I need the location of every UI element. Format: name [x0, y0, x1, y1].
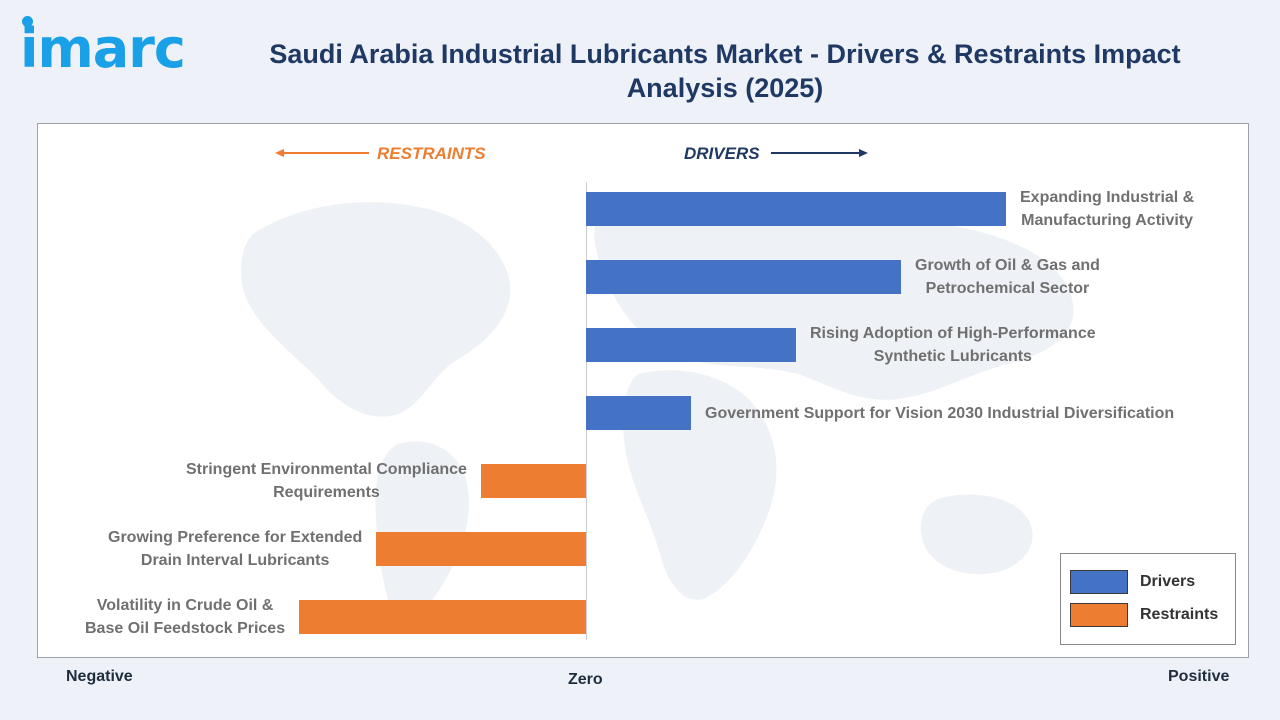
bar-label-line: Expanding Industrial & — [1020, 189, 1195, 206]
driver-bar-3 — [586, 328, 796, 362]
restraint-bar-6 — [376, 532, 586, 566]
legend-item-drivers: Drivers — [1070, 570, 1195, 594]
drivers-arrow-icon — [771, 149, 868, 157]
legend-swatch-drivers — [1070, 570, 1128, 594]
drivers-direction-label: DRIVERS — [684, 144, 760, 163]
bar-label-line: Growing Preference for Extended — [108, 529, 363, 546]
legend-label-restraints: Restraints — [1140, 606, 1219, 623]
logo-dot — [22, 16, 33, 27]
legend-swatch-restraints — [1070, 603, 1128, 627]
legend-label-drivers: Drivers — [1140, 573, 1196, 590]
bar-label-line: Volatility in Crude Oil & — [96, 597, 274, 614]
bar-label-line: Rising Adoption of High-Performance — [810, 325, 1096, 342]
chart-legend: Drivers Restraints — [1060, 553, 1236, 645]
axis-zero-label: Zero — [568, 671, 603, 688]
driver-label-3: Rising Adoption of High-Performance Synth… — [810, 322, 1096, 368]
restraint-label-7: Volatility in Crude Oil & Base Oil Feedst… — [85, 594, 285, 640]
bar-label-line: Manufacturing Activity — [1021, 212, 1194, 230]
driver-label-2: Growth of Oil & Gas and Petrochemical Sec… — [915, 254, 1100, 300]
driver-bar-4 — [586, 396, 691, 430]
axis-negative-label: Negative — [66, 668, 133, 685]
bar-label-line: Government Support for Vision 2030 Indus… — [705, 404, 1175, 422]
legend-item-restraints: Restraints — [1070, 603, 1218, 627]
restraint-label-6: Growing Preference for Extended Drain Int… — [108, 526, 362, 572]
bar-label-line: Requirements — [273, 484, 380, 502]
restraints-direction-label: RESTRAINTS — [377, 144, 486, 163]
map-south-america — [375, 441, 469, 622]
map-north-america — [241, 202, 511, 417]
logo-text: imarc — [20, 17, 186, 80]
driver-label-4: Government Support for Vision 2030 Indus… — [705, 402, 1174, 425]
bar-label-line: Petrochemical Sector — [925, 280, 1090, 298]
chart-title: Saudi Arabia Industrial Lubricants Marke… — [269, 39, 1181, 103]
driver-bar-1 — [586, 192, 1006, 226]
bar-label-line: Growth of Oil & Gas and — [915, 257, 1100, 274]
restraints-arrow-icon — [275, 149, 369, 157]
bar-label-line: Stringent Environmental Compliance — [186, 461, 467, 478]
map-australia — [920, 494, 1033, 575]
restraint-bar-5 — [481, 464, 586, 498]
restraint-bar-7 — [299, 600, 586, 634]
restraint-label-5: Stringent Environmental Compliance Requir… — [186, 458, 467, 504]
driver-label-1: Expanding Industrial & Manufacturing Acti… — [1020, 186, 1194, 232]
bar-label-line: Base Oil Feedstock Prices — [85, 620, 286, 638]
imarc-logo: imarc — [20, 16, 186, 76]
driver-bar-2 — [586, 260, 901, 294]
axis-positive-label: Positive — [1168, 668, 1230, 685]
plot-area: RESTRAINTS DRIVERS Expanding Industrial … — [37, 123, 1249, 658]
bar-label-line: Synthetic Lubricants — [873, 348, 1032, 366]
bar-label-line: Drain Interval Lubricants — [140, 552, 330, 570]
